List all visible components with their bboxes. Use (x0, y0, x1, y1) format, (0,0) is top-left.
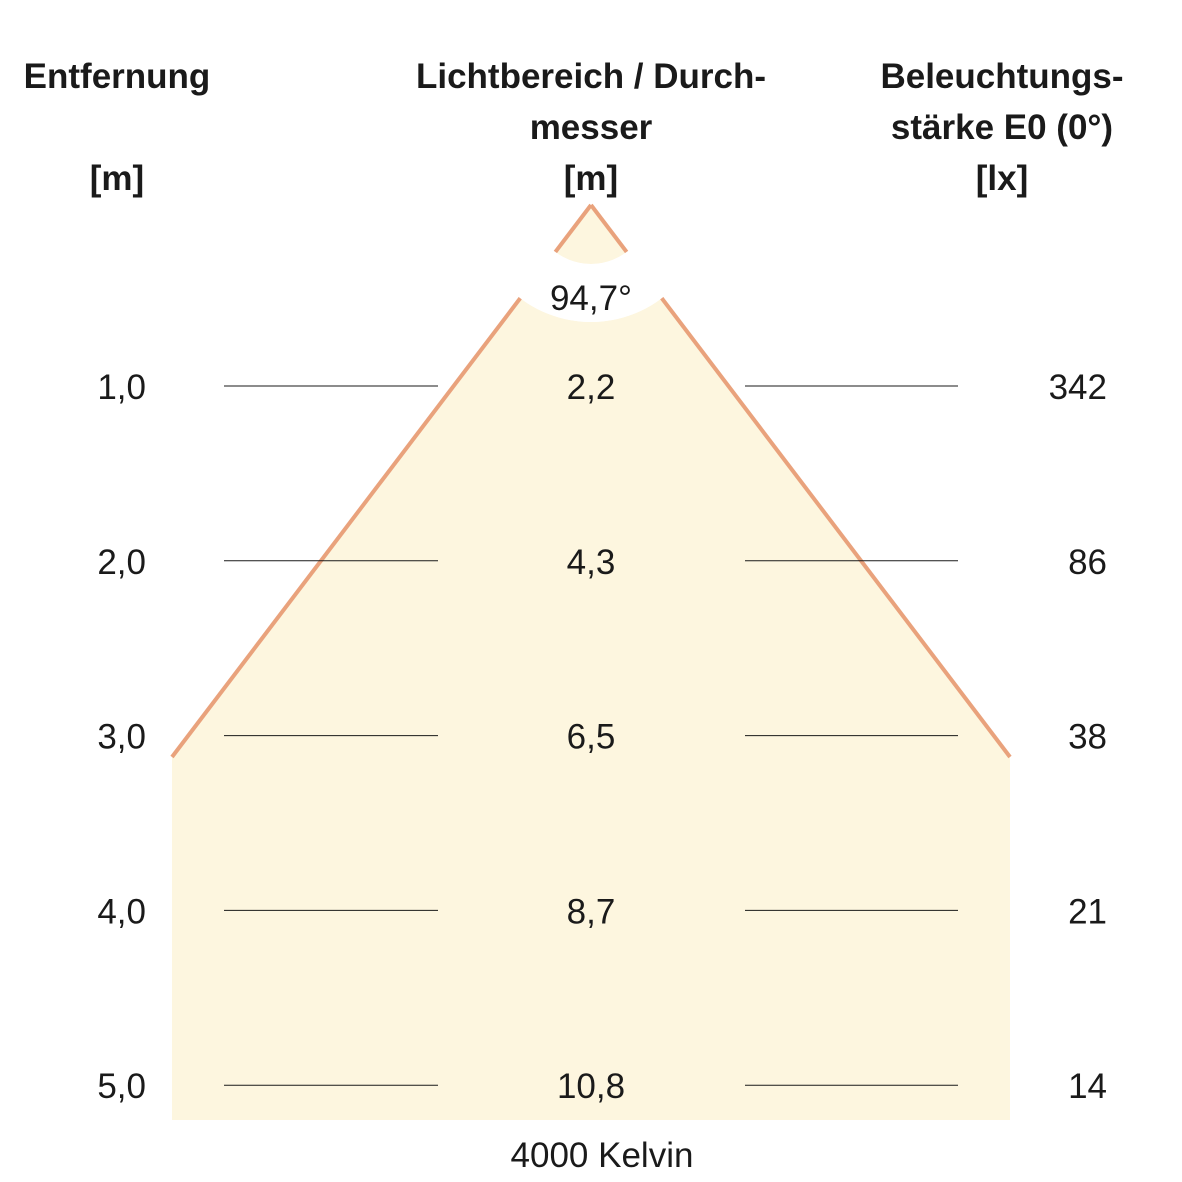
header-illuminance-line2: stärke E0 (0°) (891, 108, 1113, 147)
header-illuminance: Beleuchtungs- (880, 57, 1123, 96)
distance-value: 1,0 (97, 368, 146, 407)
distance-rows: 1,0 2,2 342 2,0 4,3 86 3,0 6,5 38 4,0 8,7 21 5,0 10,8… (97, 368, 1107, 1106)
diameter-value: 4,3 (567, 543, 616, 582)
diameter-value: 6,5 (567, 718, 616, 757)
distance-value: 3,0 (97, 718, 146, 757)
distance-value: 4,0 (97, 892, 146, 931)
distance-value: 5,0 (97, 1067, 146, 1106)
beam-angle-label: 94,7° (550, 279, 632, 318)
header-distance-unit: [m] (90, 159, 144, 198)
illuminance-value: 86 (1068, 543, 1107, 582)
diameter-value: 2,2 (567, 368, 616, 407)
header-illuminance-unit: [lx] (976, 159, 1029, 198)
color-temperature-label: 4000 Kelvin (511, 1136, 694, 1175)
illuminance-value: 38 (1068, 718, 1107, 757)
header-diameter-line2: messer (530, 108, 653, 147)
header-diameter-unit: [m] (564, 159, 618, 198)
diameter-value: 10,8 (557, 1067, 625, 1106)
distance-value: 2,0 (97, 543, 146, 582)
angle-label-gap-mask (474, 88, 708, 322)
header-distance: Entfernung (24, 57, 211, 96)
illuminance-value: 21 (1068, 892, 1107, 931)
diameter-value: 8,7 (567, 892, 616, 931)
illuminance-value: 14 (1068, 1067, 1107, 1106)
header-diameter: Lichtbereich / Durch- (416, 57, 766, 96)
illuminance-value: 342 (1049, 368, 1107, 407)
light-cone-fill (172, 205, 1010, 1120)
